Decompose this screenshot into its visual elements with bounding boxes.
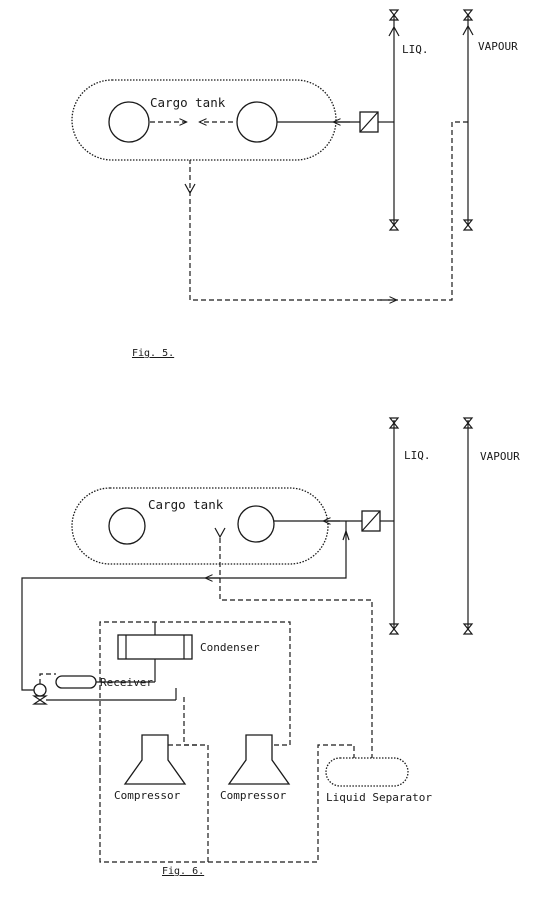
liq-label: LIQ. (402, 43, 429, 56)
refrigerant-circuit (99, 621, 291, 770)
valve-icon (33, 683, 47, 697)
vapour-label: VAPOUR (480, 450, 520, 463)
valve-icon (32, 695, 48, 705)
filter-icon (361, 510, 381, 532)
figure-caption: Fig. 5. (132, 348, 174, 359)
vapour-suction-line (219, 538, 373, 760)
compressor-1: Compressor (114, 734, 187, 802)
compressor-2: Compressor (220, 734, 291, 802)
cargo-tank-label: Cargo tank (148, 497, 224, 512)
receiver: Receiver (32, 672, 177, 705)
tank-pump-right (236, 101, 278, 143)
figure-5: Cargo tank LIQ. VAPOUR Fig. 5. (71, 9, 518, 359)
valve-icon (462, 623, 474, 635)
filter-icon (359, 111, 379, 133)
compressor-label: Compressor (220, 789, 287, 802)
cargo-tank-fig6: Cargo tank (71, 487, 329, 565)
figure-caption: Fig. 6. (162, 866, 204, 877)
cargo-tank-label: Cargo tank (150, 95, 226, 110)
valve-icon (462, 219, 474, 231)
vapour-label: VAPOUR (478, 40, 518, 53)
liquid-separator: Liquid Separator (325, 757, 432, 804)
valve-icon (388, 219, 400, 231)
condenser-label: Condenser (200, 641, 260, 654)
liquid-separator-label: Liquid Separator (326, 791, 432, 804)
receiver-label: Receiver (100, 676, 153, 689)
tank-pump-left (108, 507, 146, 545)
figure-6: Cargo tank LIQ. VAPOUR (21, 417, 520, 877)
condensate-return-line (21, 521, 347, 691)
cargo-tank-fig5: Cargo tank (71, 79, 337, 161)
valve-icon (462, 417, 474, 429)
valve-icon (388, 623, 400, 635)
valve-icon (388, 417, 400, 429)
valve-icon (388, 9, 400, 21)
tank-pump-left (108, 101, 150, 143)
tank-pump-right (237, 505, 275, 543)
liq-label: LIQ. (404, 449, 431, 462)
compressor-label: Compressor (114, 789, 181, 802)
vapour-return-line (189, 121, 468, 301)
compressor-circuit (99, 696, 209, 863)
compressor-circuit (208, 744, 355, 863)
condenser: Condenser (117, 622, 260, 672)
valve-icon (462, 9, 474, 21)
